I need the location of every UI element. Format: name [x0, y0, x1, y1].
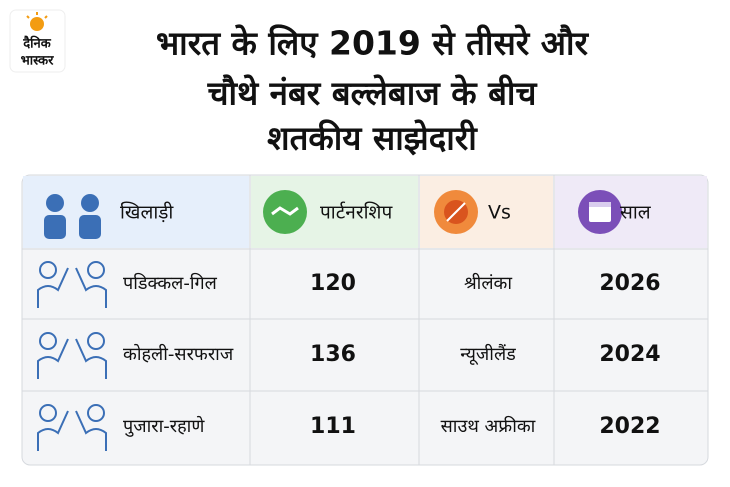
players-icon [37, 332, 107, 379]
column-header: खिलाड़ी [120, 201, 174, 224]
players-icon [37, 404, 107, 451]
players-icon [44, 194, 101, 239]
logo: दैनिक भास्कर [9, 9, 66, 73]
title: चौथे नंबर बल्लेबाज के बीच [207, 74, 538, 113]
player-names: पुजारा-रहाणे [123, 415, 205, 437]
player-names: पडिक्कल-गिल [123, 272, 218, 294]
calendar-icon [578, 190, 622, 234]
opponent: न्यूजीलैंड [460, 343, 516, 365]
opponent: श्रीलंका [464, 272, 512, 294]
column-header: पार्टनरशिप [320, 201, 393, 224]
partnership: 111 [310, 414, 356, 439]
column-header: Vs [488, 202, 511, 224]
icon-part [39, 404, 57, 422]
player-names: कोहली-सरफराज [123, 343, 234, 365]
icon-part [37, 267, 107, 308]
column-header: साल [620, 202, 652, 224]
year: 2024 [599, 342, 660, 367]
icon-part [87, 404, 105, 422]
icon-part [87, 332, 105, 350]
opponent: साउथ अफ्रीका [441, 415, 536, 437]
logo-text: दैनिक [22, 36, 51, 52]
year: 2022 [599, 414, 660, 439]
logo-text: भास्कर [21, 54, 55, 69]
ball-icon [434, 190, 478, 234]
title: शतकीय साझेदारी [267, 119, 478, 158]
year: 2026 [599, 271, 660, 296]
icon-part [37, 338, 107, 379]
icon-part [37, 410, 107, 451]
icon-part [39, 261, 57, 279]
icon-part [39, 332, 57, 350]
handshake-icon [263, 190, 307, 234]
players-icon [37, 261, 107, 308]
partnership: 136 [310, 342, 356, 367]
icon-part [87, 261, 105, 279]
table: खिलाड़ी पार्टनरशिप Vs साल [21, 174, 709, 466]
title: भारत के लिए 2019 से तीसरे और [156, 24, 590, 63]
partnership: 120 [310, 271, 356, 296]
